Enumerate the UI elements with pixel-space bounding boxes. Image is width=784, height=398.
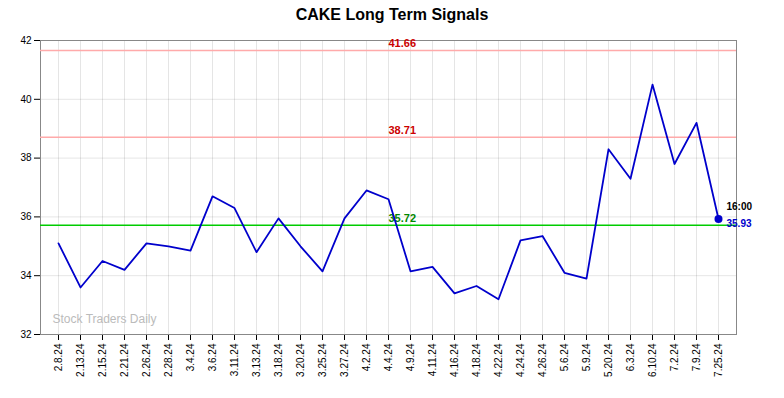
svg-text:38: 38 [20,152,32,163]
svg-text:2.13.24: 2.13.24 [75,343,86,377]
svg-text:3.27.24: 3.27.24 [339,343,350,377]
html-text:CAKE Long Term Signals: CAKE Long Term Signals [295,6,489,23]
svg-text:4.16.24: 4.16.24 [449,343,460,377]
svg-text:4.9.24: 4.9.24 [405,343,416,371]
svg-text:3.13.24: 3.13.24 [251,343,262,377]
svg-text:35.93: 35.93 [727,218,752,229]
svg-text:16:00: 16:00 [727,201,753,212]
svg-text:5.6.24: 5.6.24 [559,343,570,371]
svg-text:2.8.24: 2.8.24 [53,343,64,371]
svg-text:42: 42 [20,35,32,46]
svg-text:40: 40 [20,94,32,105]
svg-text:2.28.24: 2.28.24 [163,343,174,377]
svg-text:4.11.24: 4.11.24 [427,343,438,376]
svg-text:7.2.24: 7.2.24 [669,343,680,371]
svg-text:7.25.24: 7.25.24 [713,343,724,377]
svg-text:2.15.24: 2.15.24 [97,343,108,377]
svg-text:4.4.24: 4.4.24 [383,343,394,371]
svg-text:36: 36 [20,211,32,222]
svg-text:5.20.24: 5.20.24 [603,343,614,377]
svg-text:3.20.24: 3.20.24 [295,343,306,377]
svg-text:4.22.24: 4.22.24 [493,343,504,377]
svg-text:3.11.24: 3.11.24 [229,343,240,376]
svg-text:3.6.24: 3.6.24 [207,343,218,371]
svg-text:4.18.24: 4.18.24 [471,343,482,377]
svg-text:2.21.24: 2.21.24 [119,343,130,377]
svg-text:32: 32 [20,329,32,340]
svg-text:38.71: 38.71 [389,124,417,136]
svg-text:4.2.24: 4.2.24 [361,343,372,371]
svg-text:4.26.24: 4.26.24 [537,343,548,377]
svg-text:7.9.24: 7.9.24 [691,343,702,371]
svg-text:2.26.24: 2.26.24 [141,343,152,377]
svg-text:3.4.24: 3.4.24 [185,343,196,371]
svg-text:34: 34 [20,270,32,281]
svg-text:6.10.24: 6.10.24 [647,343,658,377]
svg-text:4.24.24: 4.24.24 [515,343,526,377]
svg-text:41.66: 41.66 [389,37,417,49]
svg-text:3.18.24: 3.18.24 [273,343,284,377]
svg-text:3.25.24: 3.25.24 [317,343,328,377]
svg-text:6.3.24: 6.3.24 [625,343,636,371]
svg-text:Stock Traders Daily: Stock Traders Daily [53,312,157,326]
svg-text:35.72: 35.72 [388,211,416,224]
svg-text:5.9.24: 5.9.24 [581,343,592,371]
